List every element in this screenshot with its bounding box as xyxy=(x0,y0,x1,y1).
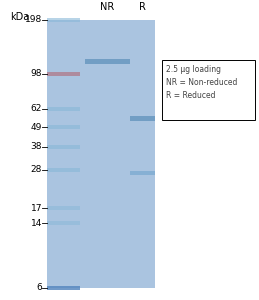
Text: 14: 14 xyxy=(31,219,42,228)
Text: 38: 38 xyxy=(31,142,42,151)
Bar xyxy=(47,221,80,225)
Text: NR: NR xyxy=(100,2,114,12)
Text: 49: 49 xyxy=(31,122,42,131)
Bar xyxy=(85,59,130,64)
Bar xyxy=(47,18,80,22)
Text: R: R xyxy=(139,2,146,12)
Text: 62: 62 xyxy=(31,104,42,113)
Bar xyxy=(47,72,80,76)
Bar xyxy=(47,168,80,172)
Text: 17: 17 xyxy=(31,204,42,213)
Bar xyxy=(47,206,80,210)
Bar xyxy=(47,107,80,111)
Bar xyxy=(47,145,80,148)
Bar xyxy=(162,60,255,120)
Bar xyxy=(47,286,80,290)
Bar xyxy=(130,171,155,175)
Text: 28: 28 xyxy=(31,165,42,174)
Text: 98: 98 xyxy=(31,69,42,78)
Bar xyxy=(47,20,155,288)
Text: 198: 198 xyxy=(25,16,42,25)
Text: 6: 6 xyxy=(36,284,42,292)
Text: kDa: kDa xyxy=(10,12,29,22)
Bar xyxy=(47,125,80,129)
Text: 2.5 μg loading
NR = Non-reduced
R = Reduced: 2.5 μg loading NR = Non-reduced R = Redu… xyxy=(166,65,238,100)
Bar xyxy=(130,116,155,121)
